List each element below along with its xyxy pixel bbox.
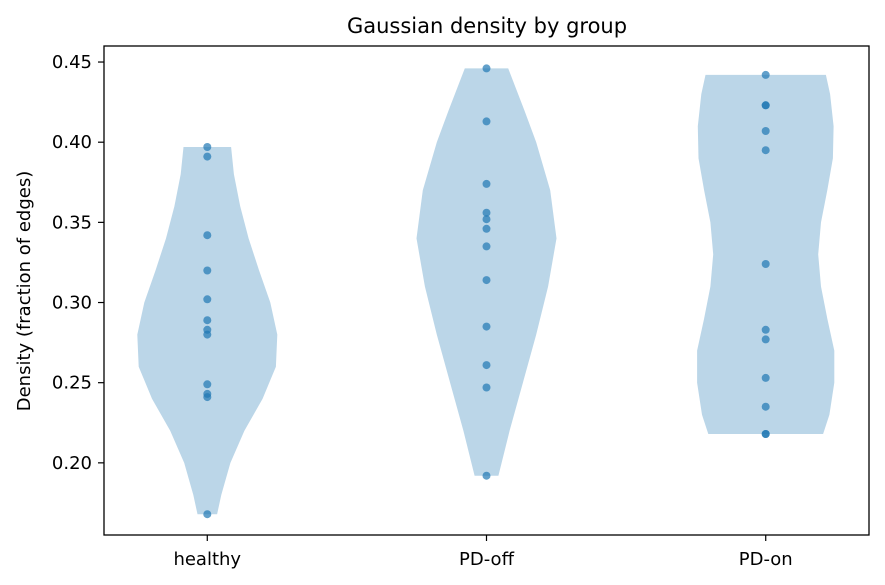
data-point-healthy-10	[203, 393, 212, 402]
data-point-healthy-5	[203, 316, 212, 325]
data-point-PD-on-11	[761, 430, 770, 438]
data-point-healthy-3	[203, 266, 212, 275]
data-point-PD-off-6	[482, 242, 491, 251]
data-point-healthy-1	[203, 152, 212, 161]
axes: healthy PD-off PD-on 0.20 0.25 0.30 0.35 0.40 0.…	[52, 52, 793, 570]
data-point-PD-on-7	[761, 335, 770, 344]
data-point-PD-off-1	[482, 117, 491, 126]
x-tick-label-PD-on: PD-on	[739, 549, 793, 570]
data-point-healthy-11	[203, 510, 212, 519]
x-tick-label-healthy: healthy	[173, 549, 241, 570]
data-point-PD-off-8	[482, 322, 491, 331]
chart-title: Gaussian density by group	[347, 14, 627, 38]
data-point-healthy-0	[203, 143, 212, 151]
data-point-PD-on-6	[761, 325, 770, 334]
data-point-PD-on-8	[761, 373, 770, 382]
data-point-PD-on-3	[761, 127, 770, 135]
violin-PD-off	[416, 68, 557, 476]
data-point-PD-off-2	[482, 179, 491, 188]
data-point-PD-on-4	[761, 146, 770, 155]
data-point-healthy-8	[203, 380, 212, 389]
y-tick-label-0.30: 0.30	[52, 293, 92, 314]
y-axis-title: Density (fraction of edges)	[14, 171, 35, 412]
data-point-PD-off-0	[482, 64, 491, 73]
y-tick-label-0.45: 0.45	[52, 52, 92, 73]
x-tick-label-PD-off: PD-off	[459, 549, 515, 570]
data-point-healthy-4	[203, 295, 212, 304]
data-point-PD-off-10	[482, 383, 491, 392]
data-point-PD-on-2	[761, 101, 770, 110]
y-tick-label-0.35: 0.35	[52, 212, 92, 233]
data-point-PD-off-5	[482, 224, 491, 233]
data-point-PD-off-9	[482, 361, 491, 370]
violin-PD-on	[697, 74, 835, 435]
y-tick-label-0.25: 0.25	[52, 373, 92, 394]
data-point-healthy-2	[203, 231, 212, 240]
data-point-PD-off-3	[482, 208, 491, 217]
data-point-PD-off-4	[482, 215, 491, 224]
plot-area	[137, 64, 835, 519]
data-point-healthy-7	[203, 330, 212, 339]
y-tick-label-0.20: 0.20	[52, 453, 92, 474]
data-point-PD-on-5	[761, 260, 770, 268]
data-point-PD-on-0	[761, 70, 770, 79]
data-point-PD-off-7	[482, 276, 491, 285]
y-tick-label-0.40: 0.40	[52, 132, 92, 153]
data-point-PD-on-9	[761, 402, 770, 411]
data-point-PD-off-11	[482, 471, 491, 480]
